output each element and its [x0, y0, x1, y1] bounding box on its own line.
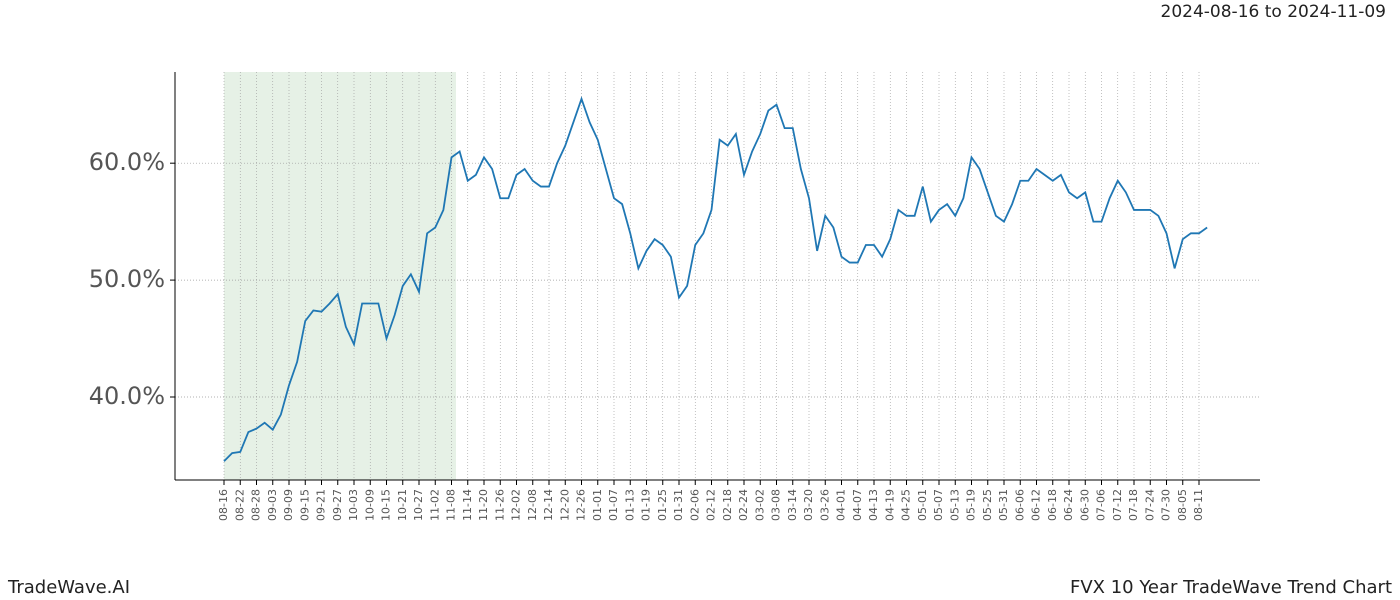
x-tick-label: 10-15 — [380, 489, 393, 521]
x-tick-label: 06-06 — [1013, 489, 1026, 521]
x-tick-label: 04-07 — [851, 489, 864, 521]
x-tick-label: 07-24 — [1143, 489, 1156, 521]
x-tick-label: 12-14 — [542, 489, 555, 521]
x-tick-label: 03-02 — [753, 489, 766, 521]
x-tick-label: 04-13 — [867, 489, 880, 521]
x-tick-label: 12-08 — [526, 489, 539, 521]
x-tick-label: 01-25 — [656, 489, 669, 521]
x-tick-label: 08-11 — [1192, 489, 1205, 521]
x-tick-label: 09-15 — [298, 489, 311, 521]
x-tick-label: 04-19 — [883, 489, 896, 521]
x-tick-label: 05-25 — [981, 489, 994, 521]
footer-left: TradeWave.AI — [7, 577, 130, 598]
x-tick-label: 10-09 — [363, 489, 376, 521]
x-tick-label: 11-02 — [428, 489, 441, 521]
x-tick-label: 12-26 — [575, 489, 588, 521]
x-tick-label: 05-07 — [932, 489, 945, 521]
x-tick-label: 05-19 — [965, 489, 978, 521]
x-tick-label: 02-18 — [721, 489, 734, 521]
y-tick-label: 60.0% — [89, 148, 165, 176]
x-tick-label: 01-07 — [607, 489, 620, 521]
x-tick-label: 06-12 — [1030, 489, 1043, 521]
x-tick-label: 10-27 — [412, 489, 425, 521]
x-tick-label: 08-05 — [1176, 489, 1189, 521]
x-tick-label: 07-06 — [1095, 489, 1108, 521]
highlight-band — [224, 72, 456, 480]
x-tick-label: 01-13 — [623, 489, 636, 521]
x-tick-label: 05-13 — [948, 489, 961, 521]
x-tick-label: 03-26 — [818, 489, 831, 521]
x-tick-label: 07-18 — [1127, 489, 1140, 521]
x-tick-label: 01-01 — [591, 489, 604, 521]
line-series — [223, 96, 1208, 462]
x-tick-label: 07-12 — [1111, 489, 1124, 521]
x-tick-label: 03-08 — [770, 489, 783, 521]
x-tick-label: 11-26 — [493, 489, 506, 521]
x-tick-label: 06-30 — [1078, 489, 1091, 521]
x-tick-label: 06-18 — [1046, 489, 1059, 521]
y-tick-label: 50.0% — [89, 265, 165, 293]
y-tick-label: 40.0% — [89, 382, 165, 410]
x-tick-label: 02-24 — [737, 489, 750, 521]
x-tick-label: 12-02 — [510, 489, 523, 521]
x-tick-label: 02-06 — [688, 489, 701, 521]
x-tick-label: 09-09 — [282, 489, 295, 521]
x-tick-label: 07-30 — [1160, 489, 1173, 521]
x-tick-label: 01-31 — [672, 489, 685, 521]
x-tick-label: 09-03 — [266, 489, 279, 521]
x-tick-label: 02-12 — [705, 489, 718, 521]
x-tick-label: 03-14 — [786, 489, 799, 521]
x-tick-label: 09-27 — [331, 489, 344, 521]
x-tick-label: 05-31 — [997, 489, 1010, 521]
x-tick-label: 09-21 — [315, 489, 328, 521]
x-tick-label: 04-01 — [835, 489, 848, 521]
x-tick-label: 06-24 — [1062, 489, 1075, 521]
x-tick-label: 11-20 — [477, 489, 490, 521]
x-tick-label: 08-28 — [250, 489, 263, 521]
x-tick-label: 03-20 — [802, 489, 815, 521]
x-tick-label: 12-20 — [558, 489, 571, 521]
chart-title: 2024-08-16 to 2024-11-09 — [1161, 2, 1386, 22]
x-tick-label: 11-14 — [461, 489, 474, 521]
x-tick-label: 05-01 — [916, 489, 929, 521]
x-tick-label: 10-21 — [396, 489, 409, 521]
x-tick-label: 08-22 — [233, 489, 246, 521]
footer-right: FVX 10 Year TradeWave Trend Chart — [1070, 577, 1392, 598]
x-tick-label: 04-25 — [900, 489, 913, 521]
x-tick-label: 01-19 — [640, 489, 653, 521]
x-tick-label: 08-16 — [217, 489, 230, 521]
x-tick-label: 10-03 — [347, 489, 360, 521]
x-tick-label: 11-08 — [445, 489, 458, 521]
